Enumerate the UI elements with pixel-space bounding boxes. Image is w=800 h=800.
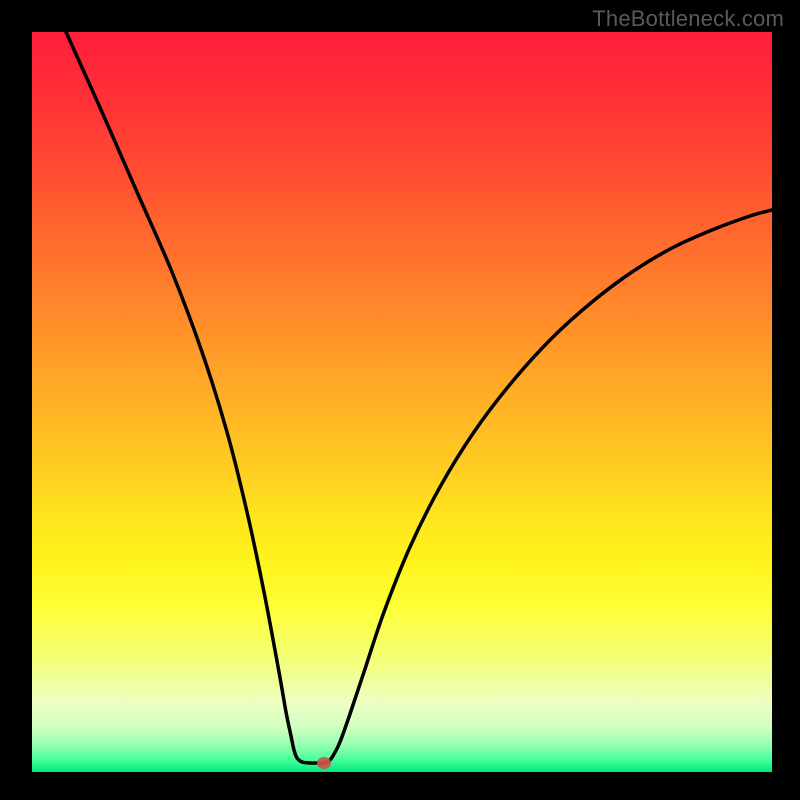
curve-layer [32,32,772,772]
watermark-text: TheBottleneck.com [592,6,784,32]
minimum-marker-icon [317,757,331,769]
chart-container: TheBottleneck.com [0,0,800,800]
bottleneck-curve [66,32,772,763]
plot-area [32,32,772,772]
